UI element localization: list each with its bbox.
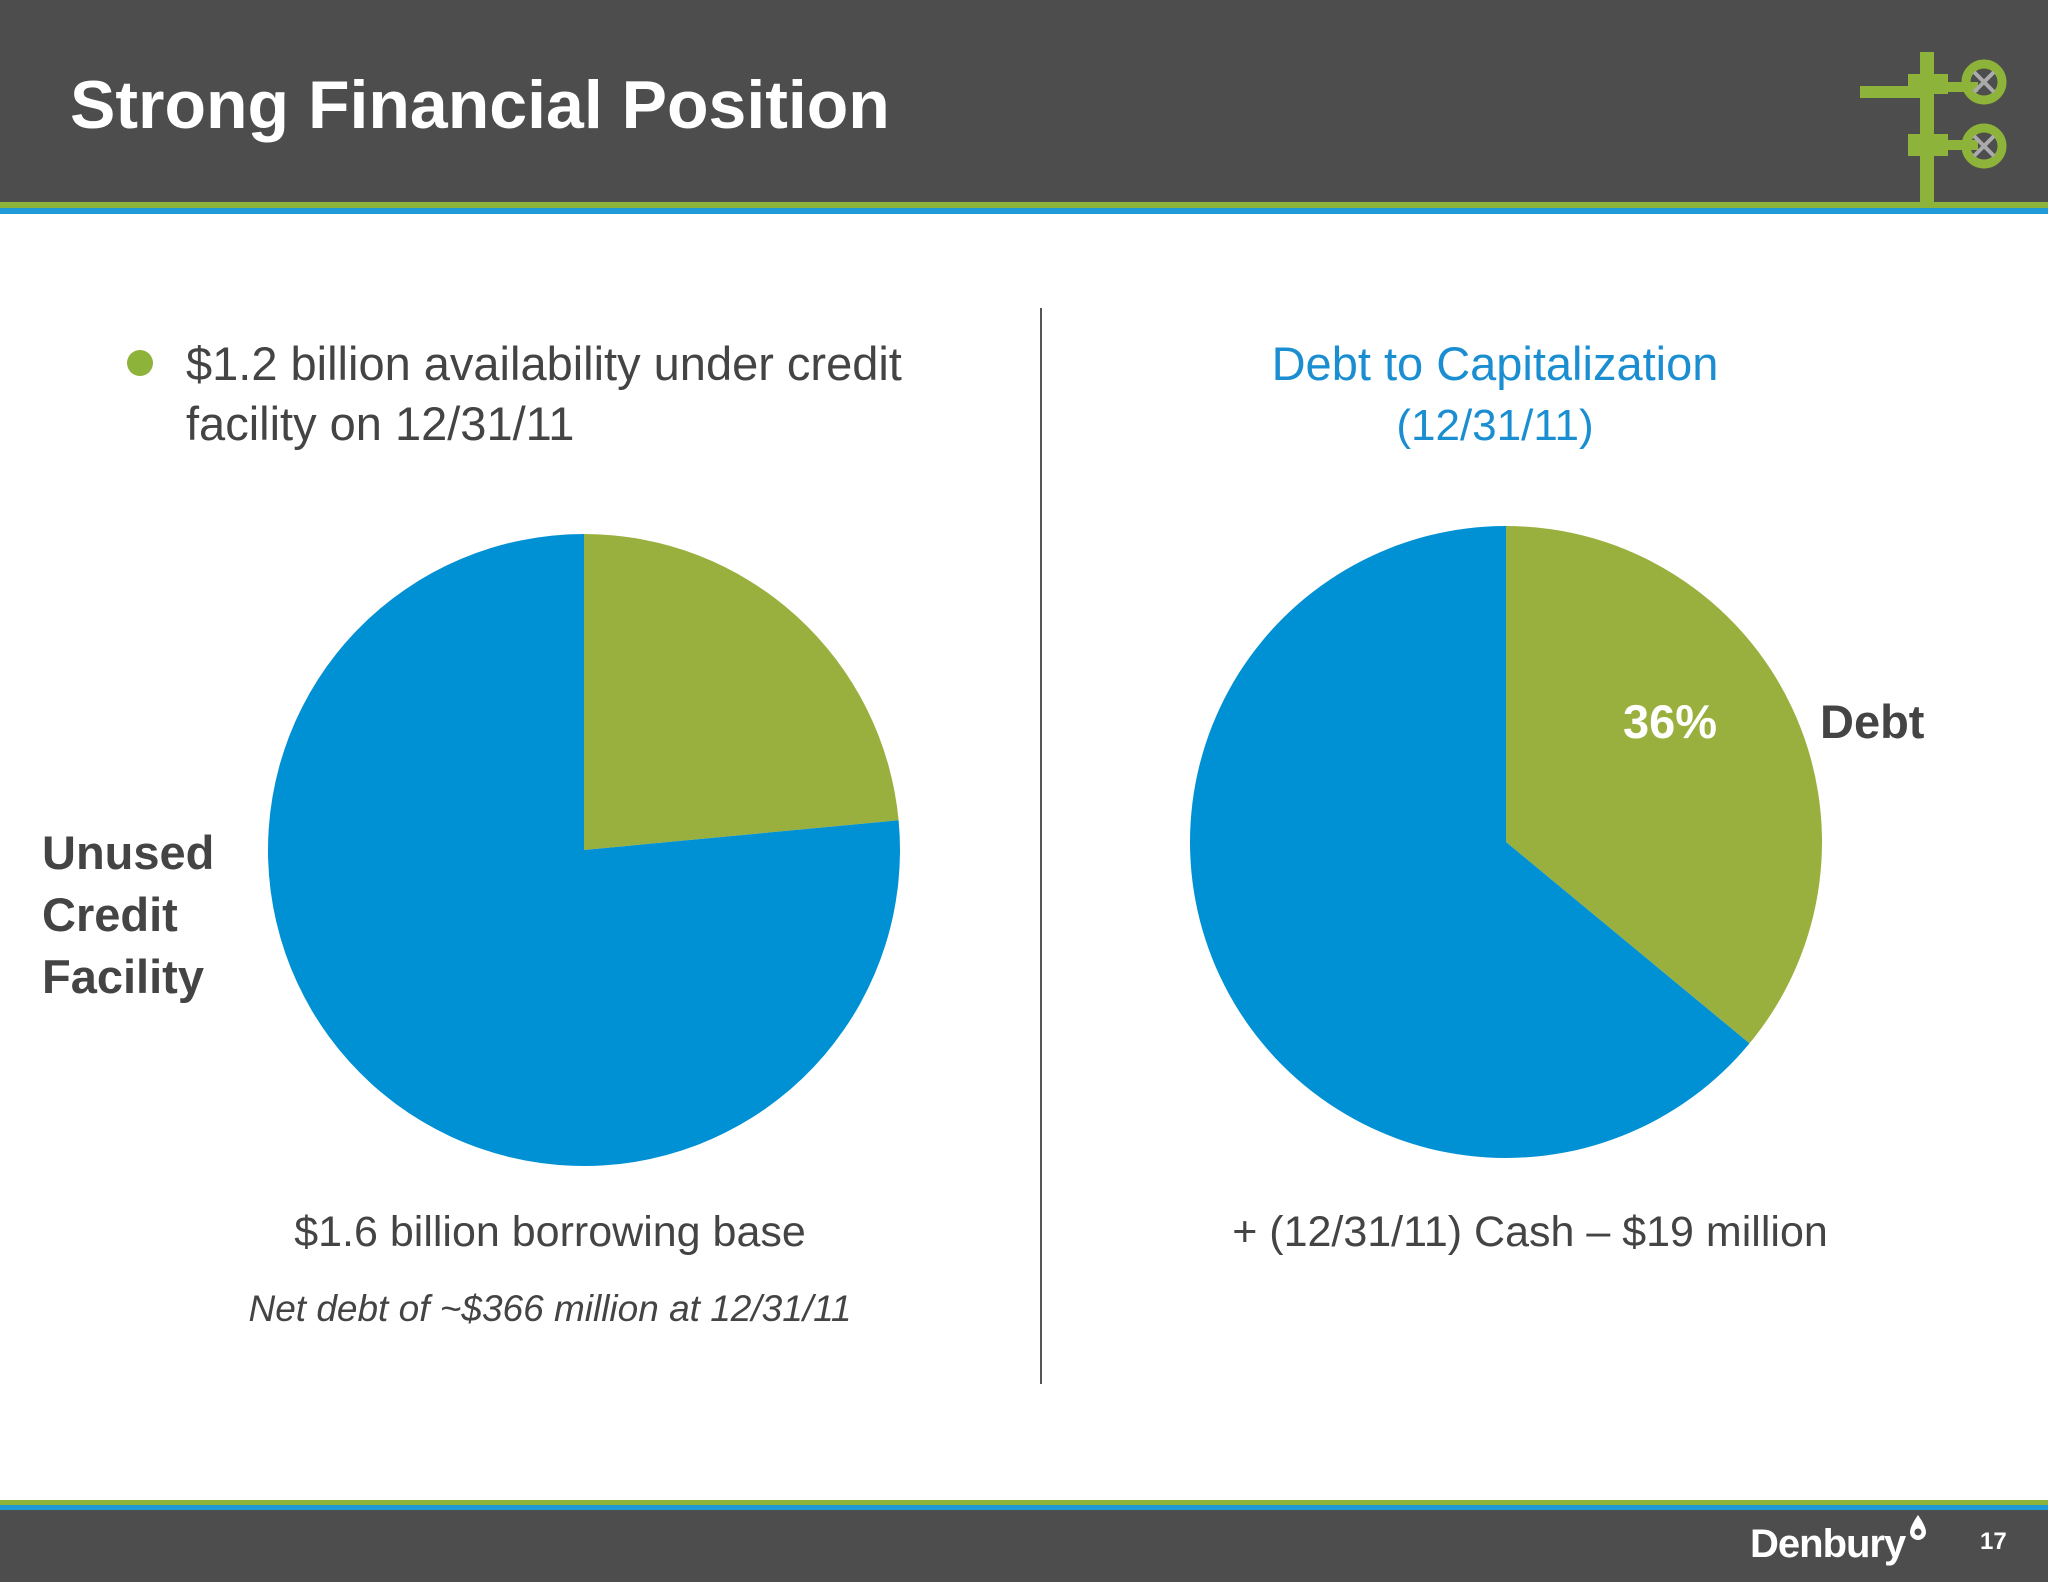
footer-stripe-green <box>0 1500 2048 1505</box>
bullet-dot <box>127 350 153 376</box>
slice-equity <box>1190 526 1750 1158</box>
drop-icon <box>1910 1515 1926 1540</box>
borrowing-base-caption: $1.6 billion borrowing base <box>294 1208 806 1256</box>
page-number: 17 <box>1980 1528 2007 1555</box>
header-stripe-blue <box>0 208 2048 214</box>
brand-logo-text: Denbury <box>1750 1522 1906 1566</box>
bullet-text: $1.2 billion availability under credit f… <box>186 337 902 450</box>
slice-debt <box>1506 526 1822 1044</box>
slice-used-credit <box>584 534 899 850</box>
header-stripe-green <box>0 202 2048 208</box>
debt-to-capitalization-date: (12/31/11) <box>1396 401 1594 450</box>
slice-unused-credit <box>268 534 900 1166</box>
panel-divider <box>1040 308 1042 1384</box>
cash-caption: + (12/31/11) Cash – $19 million <box>1232 1208 1828 1256</box>
header-bar <box>0 0 2048 202</box>
page-title: Strong Financial Position <box>70 67 890 143</box>
footer-stripe-blue <box>0 1505 2048 1510</box>
wellhead-valve-icon <box>1860 52 2007 204</box>
debt-to-capitalization-pie-chart <box>1190 526 1822 1158</box>
debt-label: Debt <box>1820 695 1925 748</box>
unused-credit-facility-label: Unused Credit Facility <box>42 826 215 1003</box>
credit-facility-pie-chart <box>268 534 900 1166</box>
footer-bar <box>0 1510 2048 1582</box>
debt-percent-label: 36% <box>1622 695 1718 748</box>
debt-to-capitalization-title: Debt to Capitalization <box>1271 337 1719 390</box>
net-debt-note: Net debt of ~$366 million at 12/31/11 <box>248 1288 852 1329</box>
